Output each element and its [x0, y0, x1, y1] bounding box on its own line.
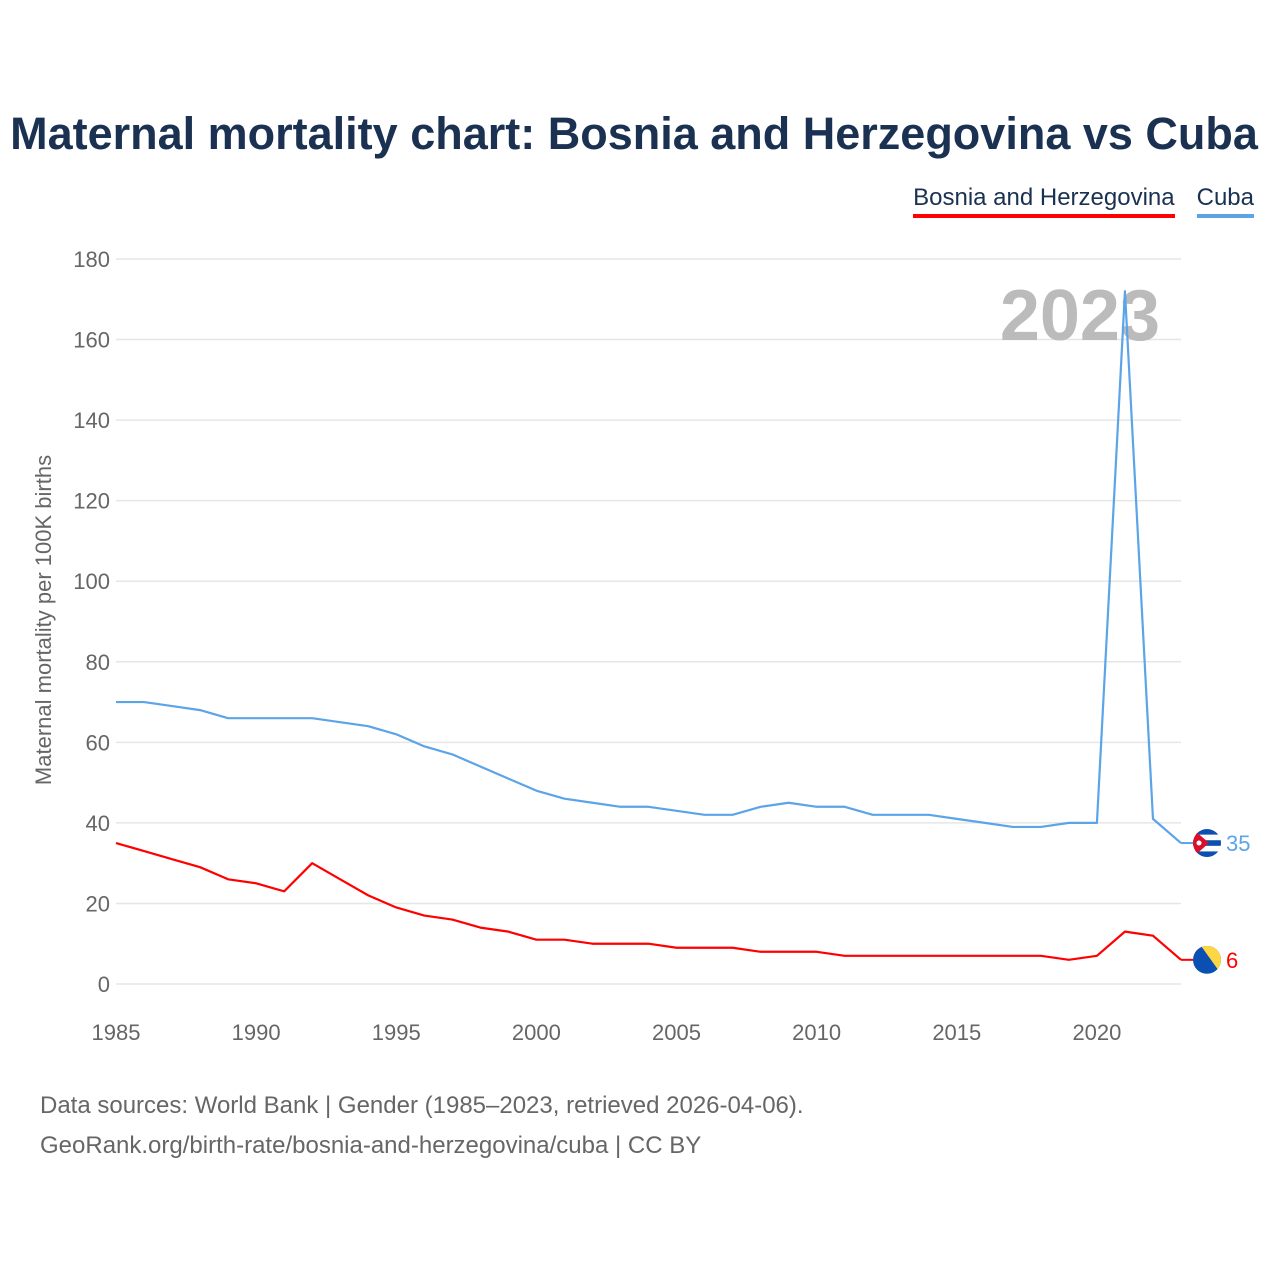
y-tick-label: 100: [73, 569, 110, 594]
x-tick-label: 1990: [232, 1020, 281, 1045]
x-tick-label: 1995: [372, 1020, 421, 1045]
footer-sources: Data sources: World Bank | Gender (1985–…: [40, 1092, 804, 1119]
x-tick-label: 2020: [1072, 1020, 1121, 1045]
y-tick-label: 0: [98, 972, 110, 997]
y-tick-label: 120: [73, 489, 110, 514]
y-tick-label: 40: [86, 811, 110, 836]
x-tick-label: 2000: [512, 1020, 561, 1045]
y-axis-label: Maternal mortality per 100K births: [31, 455, 56, 785]
y-tick-label: 20: [86, 891, 110, 916]
y-tick-label: 180: [73, 247, 110, 272]
chart-plot: 0 20 40 60 80 100 120 140 160 180 1985 1990 1995 2000…: [31, 247, 1250, 1045]
series-line-cuba: [116, 290, 1182, 844]
footer: Data sources: World Bank | Gender (1985–…: [40, 1086, 804, 1166]
footer-link[interactable]: GeoRank.org/birth-rate/bosnia-and-herzeg…: [40, 1132, 702, 1159]
y-tick-label: 80: [86, 650, 110, 675]
series-line-bosnia: [115, 841, 1182, 961]
x-tick-label: 2015: [932, 1020, 981, 1045]
legend-cuba[interactable]: Cuba: [1196, 184, 1254, 218]
bosnia-flag-icon: [1193, 945, 1221, 974]
y-tick-label: 140: [73, 408, 110, 433]
end-value-label: 35: [1226, 831, 1250, 856]
y-tick-label: 60: [86, 730, 110, 755]
chart-title: Maternal mortality chart: Bosnia and Her…: [10, 108, 1258, 159]
year-watermark: 2023: [1000, 276, 1160, 356]
x-tick-label: 2010: [792, 1020, 841, 1045]
x-tick-label: 2005: [652, 1020, 701, 1045]
legend-bosnia[interactable]: Bosnia and Herzegovina: [913, 184, 1175, 218]
x-tick-label: 1985: [92, 1020, 141, 1045]
y-tick-label: 160: [73, 328, 110, 353]
cuba-flag-icon: [1193, 829, 1221, 858]
end-value-label: 6: [1226, 948, 1238, 973]
legend: Bosnia and Herzegovina Cuba: [913, 184, 1254, 218]
